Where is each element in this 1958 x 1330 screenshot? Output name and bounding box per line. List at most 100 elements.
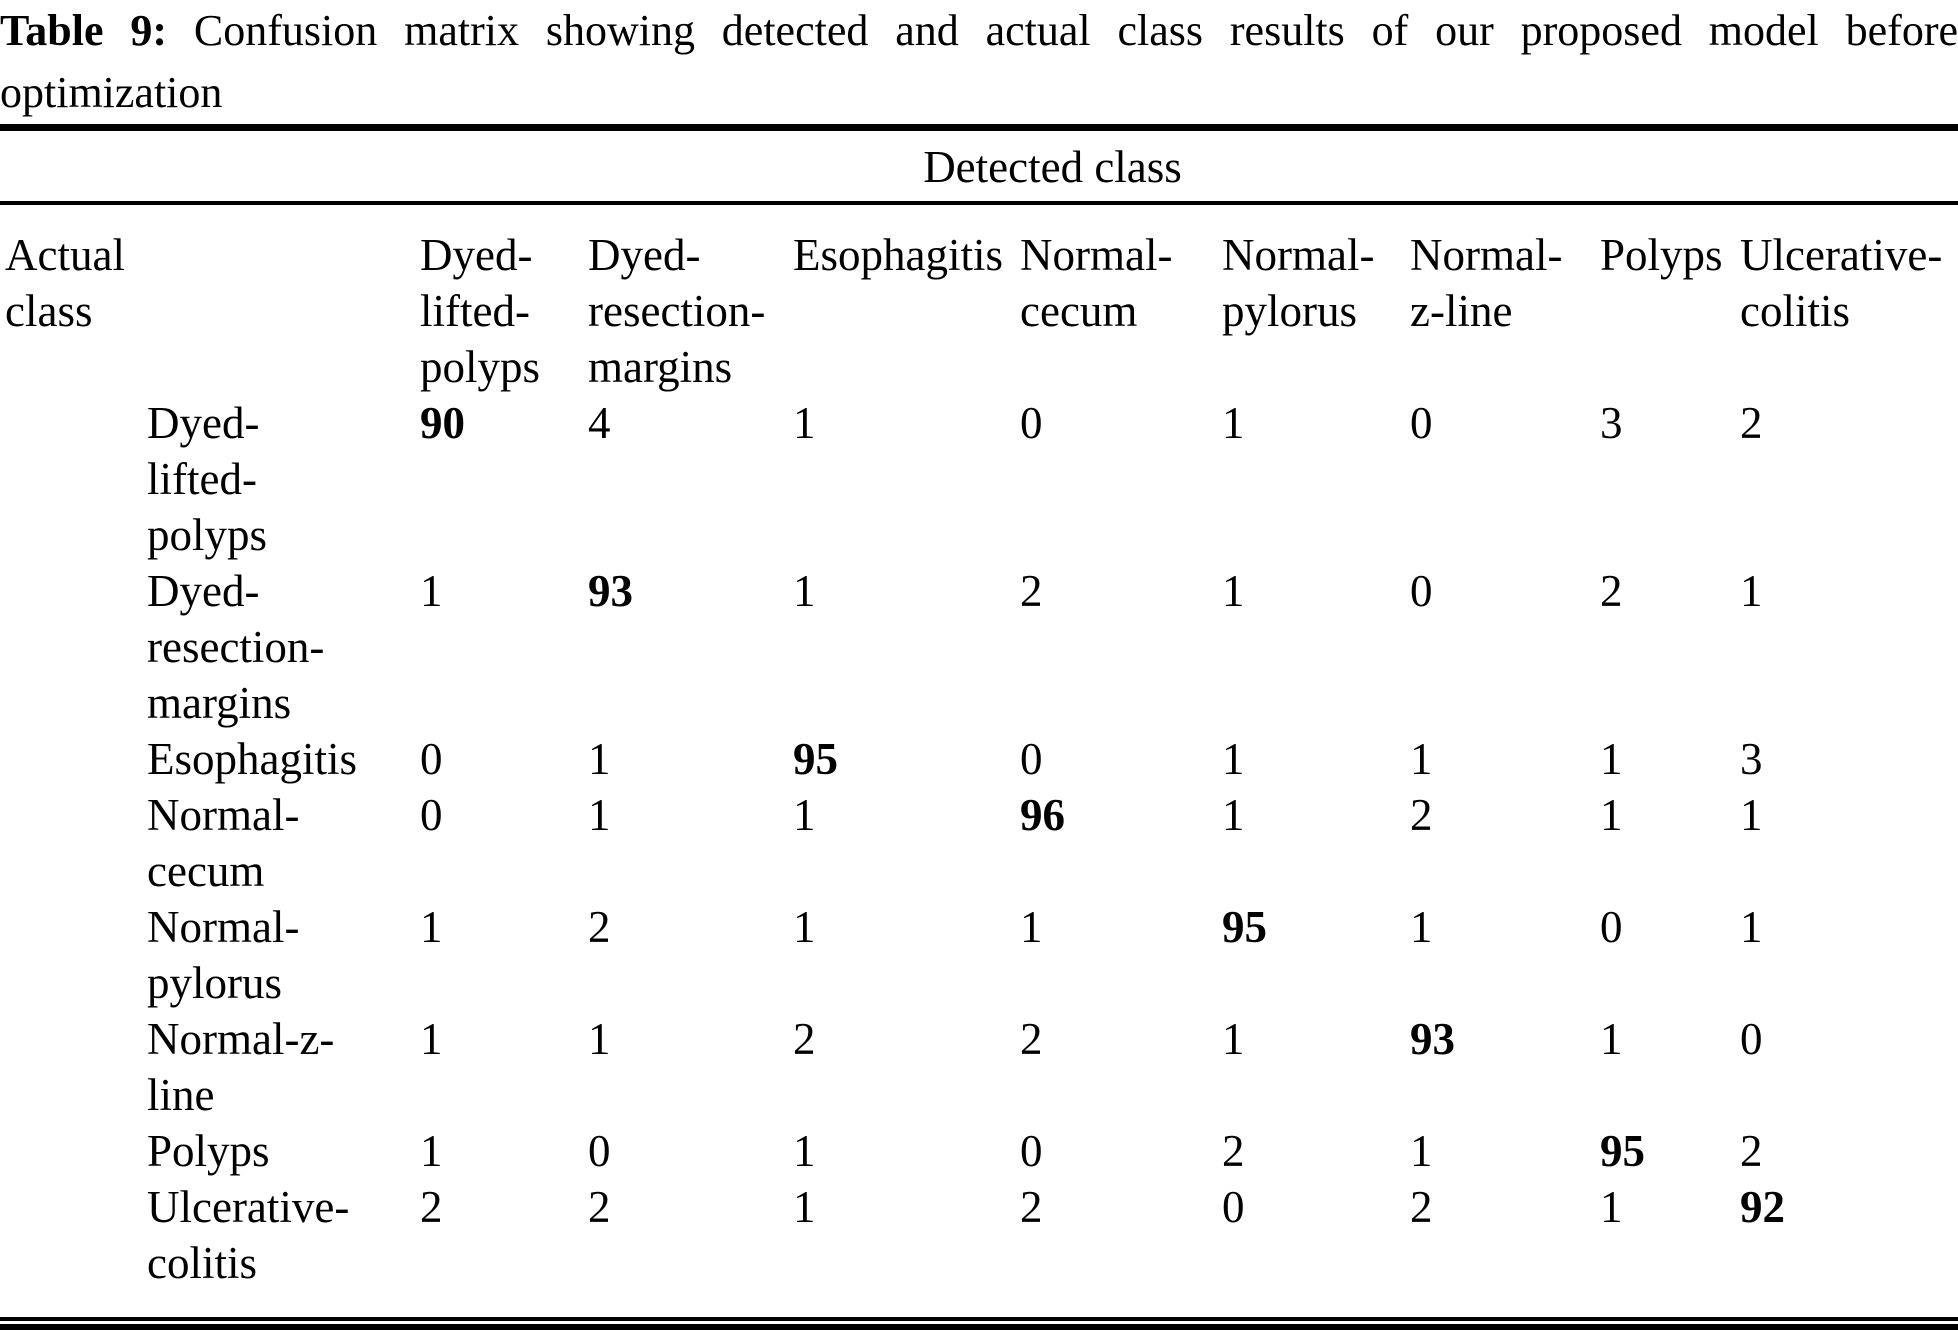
matrix-cell: 93 [1410, 1014, 1455, 1064]
matrix-cell: 1 [1410, 1126, 1433, 1176]
matrix-cell: 1 [1410, 734, 1433, 784]
matrix-cell: 93 [588, 566, 633, 616]
matrix-cell: 3 [1600, 398, 1623, 448]
matrix-cell: 0 [1600, 902, 1623, 952]
matrix-cell: 1 [793, 790, 816, 840]
matrix-cell: 1 [793, 1126, 816, 1176]
matrix-cell: 2 [588, 1182, 611, 1232]
matrix-cell: 1 [1600, 734, 1623, 784]
matrix-cell: 0 [1020, 398, 1043, 448]
column-header: Normal-pylorus [1222, 230, 1375, 336]
matrix-cell: 1 [793, 398, 816, 448]
row-label: Dyed-resection-margins [147, 566, 325, 728]
matrix-cell: 0 [1020, 734, 1043, 784]
matrix-cell: 0 [1410, 566, 1433, 616]
matrix-cell: 95 [1222, 902, 1267, 952]
column-header: Normal-cecum [1020, 230, 1173, 336]
column-header: Dyed-resection-margins [588, 230, 766, 392]
matrix-cell: 1 [1222, 790, 1245, 840]
matrix-cell: 2 [1020, 566, 1043, 616]
table-row: Normal-cecum 0 1 1 96 1 2 1 1 [0, 787, 1958, 899]
matrix-cell: 1 [1600, 1182, 1623, 1232]
matrix-cell: 2 [1600, 566, 1623, 616]
matrix-cell: 1 [420, 1126, 443, 1176]
matrix-cell: 96 [1020, 790, 1065, 840]
matrix-cell: 1 [420, 566, 443, 616]
table-bottom-rule-thick [0, 1324, 1958, 1330]
row-label: Ulcerative-colitis [147, 1182, 350, 1288]
column-header: Normal-z-line [1410, 230, 1563, 336]
table-row: Normal-z-line 1 1 2 2 1 93 1 0 [0, 1011, 1958, 1123]
matrix-cell: 2 [420, 1182, 443, 1232]
table-row: Esophagitis 0 1 95 0 1 1 1 3 [0, 731, 1958, 787]
spacer-cell [0, 563, 147, 731]
table-row: Dyed-lifted-polyps 90 4 1 0 1 0 3 2 [0, 395, 1958, 563]
spacer-cell [0, 1123, 147, 1179]
matrix-cell: 1 [1410, 902, 1433, 952]
matrix-cell: 4 [588, 398, 611, 448]
matrix-cell: 1 [1740, 790, 1763, 840]
matrix-cell: 0 [588, 1126, 611, 1176]
matrix-cell: 1 [588, 734, 611, 784]
matrix-cell: 1 [588, 1014, 611, 1064]
row-label: Normal-pylorus [147, 902, 300, 1008]
matrix-cell: 1 [1020, 902, 1043, 952]
row-label: Normal-cecum [147, 790, 300, 896]
matrix-cell: 2 [1020, 1182, 1043, 1232]
matrix-cell: 1 [420, 1014, 443, 1064]
matrix-cell: 1 [1600, 1014, 1623, 1064]
matrix-cell: 0 [1410, 398, 1433, 448]
table-row: Dyed-resection-margins 1 93 1 2 1 0 2 1 [0, 563, 1958, 731]
matrix-cell: 1 [1600, 790, 1623, 840]
matrix-cell: 2 [1020, 1014, 1043, 1064]
detected-class-header: Detected class [147, 127, 1958, 205]
row-label: Polyps [147, 1126, 270, 1176]
spacer-cell [0, 787, 147, 899]
matrix-cell: 1 [793, 1182, 816, 1232]
column-header-row: Actual class Dyed-lifted-polyps Dyed-res… [0, 203, 1958, 395]
matrix-cell: 1 [793, 902, 816, 952]
column-header: Ulcerative-colitis [1740, 230, 1943, 336]
matrix-cell: 0 [420, 734, 443, 784]
matrix-cell: 95 [793, 734, 838, 784]
matrix-cell: 0 [1222, 1182, 1245, 1232]
matrix-cell: 2 [588, 902, 611, 952]
column-header: Polyps [1600, 230, 1723, 280]
row-label: Esophagitis [147, 734, 357, 784]
spacer-cell [0, 127, 147, 205]
matrix-cell: 1 [588, 790, 611, 840]
spacer-cell [0, 395, 147, 563]
matrix-cell: 1 [793, 566, 816, 616]
matrix-cell: 2 [793, 1014, 816, 1064]
table-caption-label: Table 9: [0, 6, 168, 55]
spacer-cell [0, 899, 147, 1011]
column-header: Esophagitis [793, 230, 1003, 280]
matrix-cell: 1 [1222, 734, 1245, 784]
matrix-cell: 0 [1020, 1126, 1043, 1176]
table-caption: Table 9: Confusion matrix showing detect… [0, 0, 1958, 124]
actual-class-header: Actual class [5, 230, 125, 336]
spacer-cell [0, 1011, 147, 1123]
matrix-cell: 0 [420, 790, 443, 840]
matrix-cell: 90 [420, 398, 465, 448]
matrix-cell: 1 [1740, 566, 1763, 616]
table-caption-text: Confusion matrix showing detected and ac… [0, 6, 1958, 117]
table-row: Polyps 1 0 1 0 2 1 95 2 [0, 1123, 1958, 1179]
spacer-cell [0, 731, 147, 787]
confusion-matrix-table: Detected class Actual class Dyed-lifted-… [0, 124, 1958, 1317]
detected-class-row: Detected class [0, 127, 1958, 205]
matrix-cell: 3 [1740, 734, 1763, 784]
matrix-cell: 2 [1410, 790, 1433, 840]
matrix-cell: 1 [1740, 902, 1763, 952]
matrix-cell: 1 [420, 902, 443, 952]
row-label: Dyed-lifted-polyps [147, 398, 268, 560]
matrix-cell: 92 [1740, 1182, 1785, 1232]
matrix-cell: 1 [1222, 398, 1245, 448]
matrix-cell: 1 [1222, 566, 1245, 616]
matrix-cell: 2 [1740, 398, 1763, 448]
matrix-cell: 2 [1410, 1182, 1433, 1232]
matrix-cell: 2 [1222, 1126, 1245, 1176]
matrix-cell: 0 [1740, 1014, 1763, 1064]
table-row: Ulcerative-colitis 2 2 1 2 0 2 1 92 [0, 1179, 1958, 1317]
matrix-cell: 1 [1222, 1014, 1245, 1064]
